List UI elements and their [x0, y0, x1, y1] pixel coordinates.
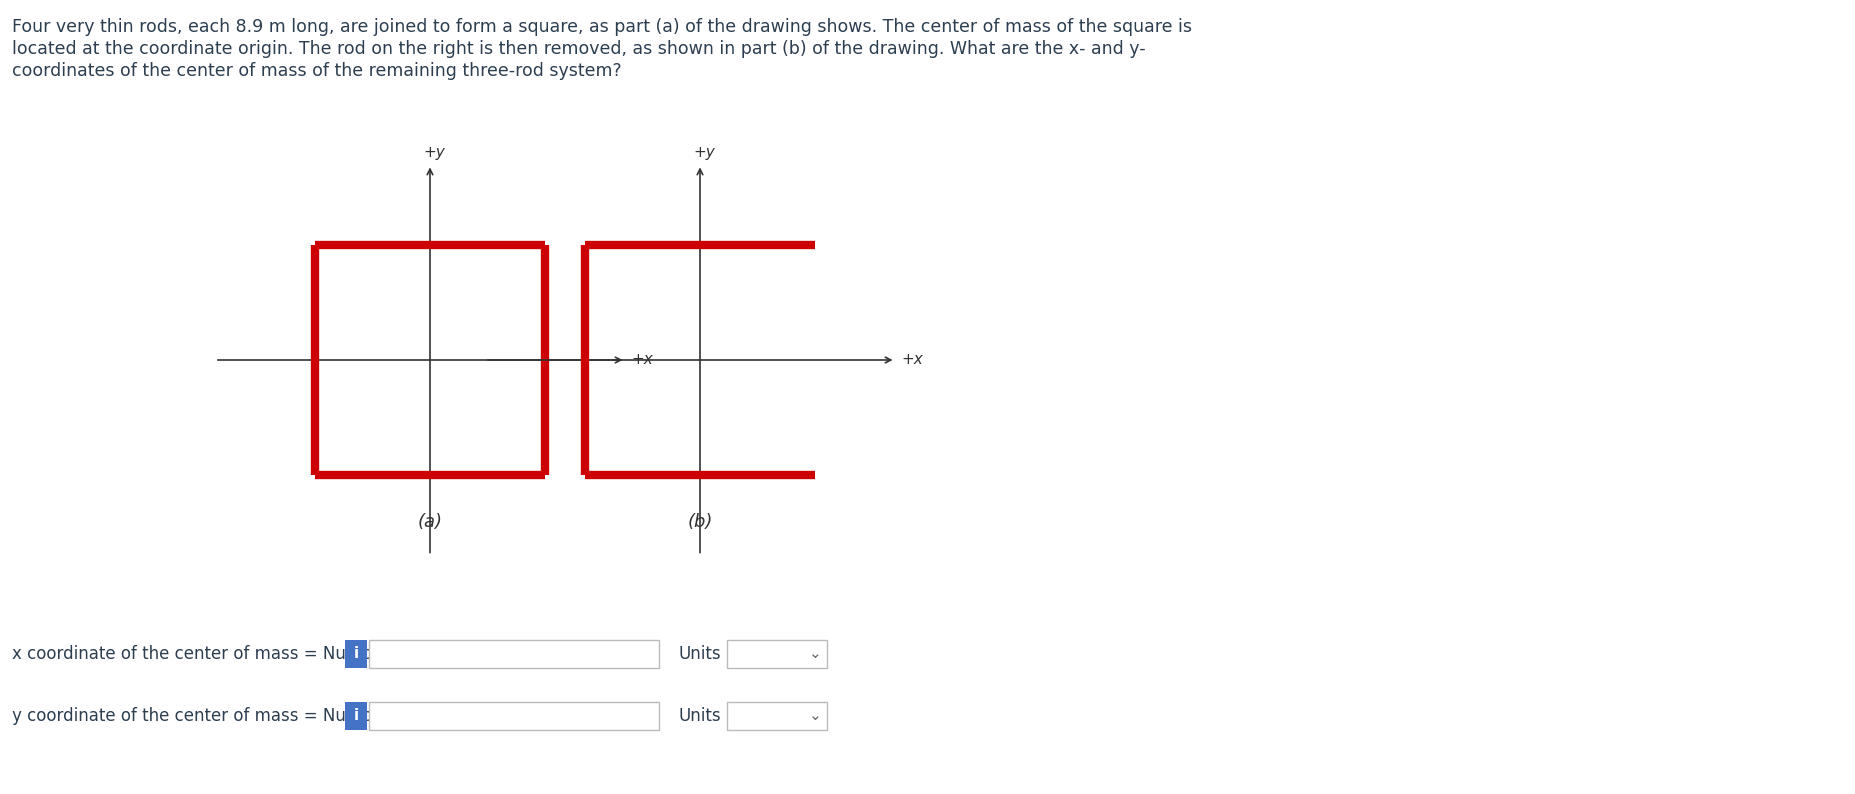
Text: (a): (a): [417, 513, 441, 531]
Text: i: i: [352, 708, 358, 723]
Text: Four very thin rods, each 8.9 m long, are joined to form a square, as part (a) o: Four very thin rods, each 8.9 m long, ar…: [11, 18, 1191, 36]
Text: Units: Units: [679, 645, 722, 663]
Text: +y: +y: [423, 145, 445, 160]
FancyBboxPatch shape: [369, 640, 659, 668]
Text: y coordinate of the center of mass = Number: y coordinate of the center of mass = Num…: [11, 707, 390, 725]
Text: +y: +y: [692, 145, 714, 160]
Text: x coordinate of the center of mass = Number: x coordinate of the center of mass = Num…: [11, 645, 390, 663]
Text: (b): (b): [686, 513, 712, 531]
Text: coordinates of the center of mass of the remaining three-rod system?: coordinates of the center of mass of the…: [11, 62, 621, 80]
Text: located at the coordinate origin. The rod on the right is then removed, as shown: located at the coordinate origin. The ro…: [11, 40, 1145, 58]
Text: Units: Units: [679, 707, 722, 725]
Text: +x: +x: [902, 353, 922, 368]
FancyBboxPatch shape: [345, 702, 367, 730]
FancyBboxPatch shape: [345, 640, 367, 668]
FancyBboxPatch shape: [369, 702, 659, 730]
FancyBboxPatch shape: [727, 702, 827, 730]
Text: i: i: [352, 646, 358, 661]
Text: +x: +x: [631, 353, 653, 368]
FancyBboxPatch shape: [727, 640, 827, 668]
Text: ⌄: ⌄: [809, 708, 822, 723]
Text: ⌄: ⌄: [809, 646, 822, 661]
